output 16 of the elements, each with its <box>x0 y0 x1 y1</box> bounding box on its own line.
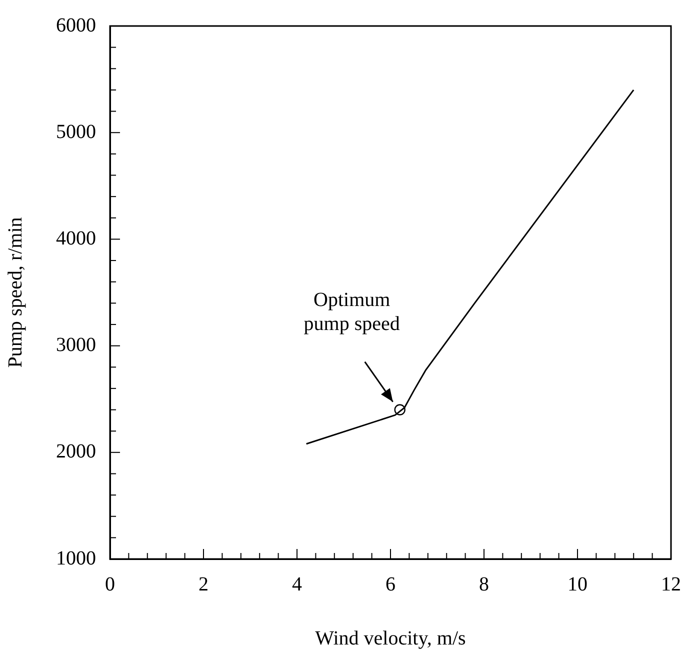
y-tick-label: 6000 <box>56 14 96 36</box>
y-tick-label: 1000 <box>56 547 96 570</box>
x-tick-label: 10 <box>568 573 588 596</box>
x-axis-title: Wind velocity, m/s <box>315 627 466 650</box>
annotation: Optimum pump speed <box>304 288 400 335</box>
y-tick-label: 4000 <box>56 227 96 250</box>
y-tick-label: 5000 <box>56 120 96 143</box>
x-tick-label: 2 <box>198 573 208 596</box>
y-tick-label: 3000 <box>56 334 96 356</box>
x-tick-label: 8 <box>479 573 489 596</box>
y-axis-title: Pump speed, r/min <box>4 217 26 368</box>
x-tick-label: 0 <box>105 573 115 596</box>
y-tick-label: 2000 <box>56 440 96 463</box>
x-tick-label: 12 <box>661 573 681 596</box>
x-tick-label: 4 <box>292 573 302 596</box>
x-tick-label: 6 <box>386 573 396 596</box>
